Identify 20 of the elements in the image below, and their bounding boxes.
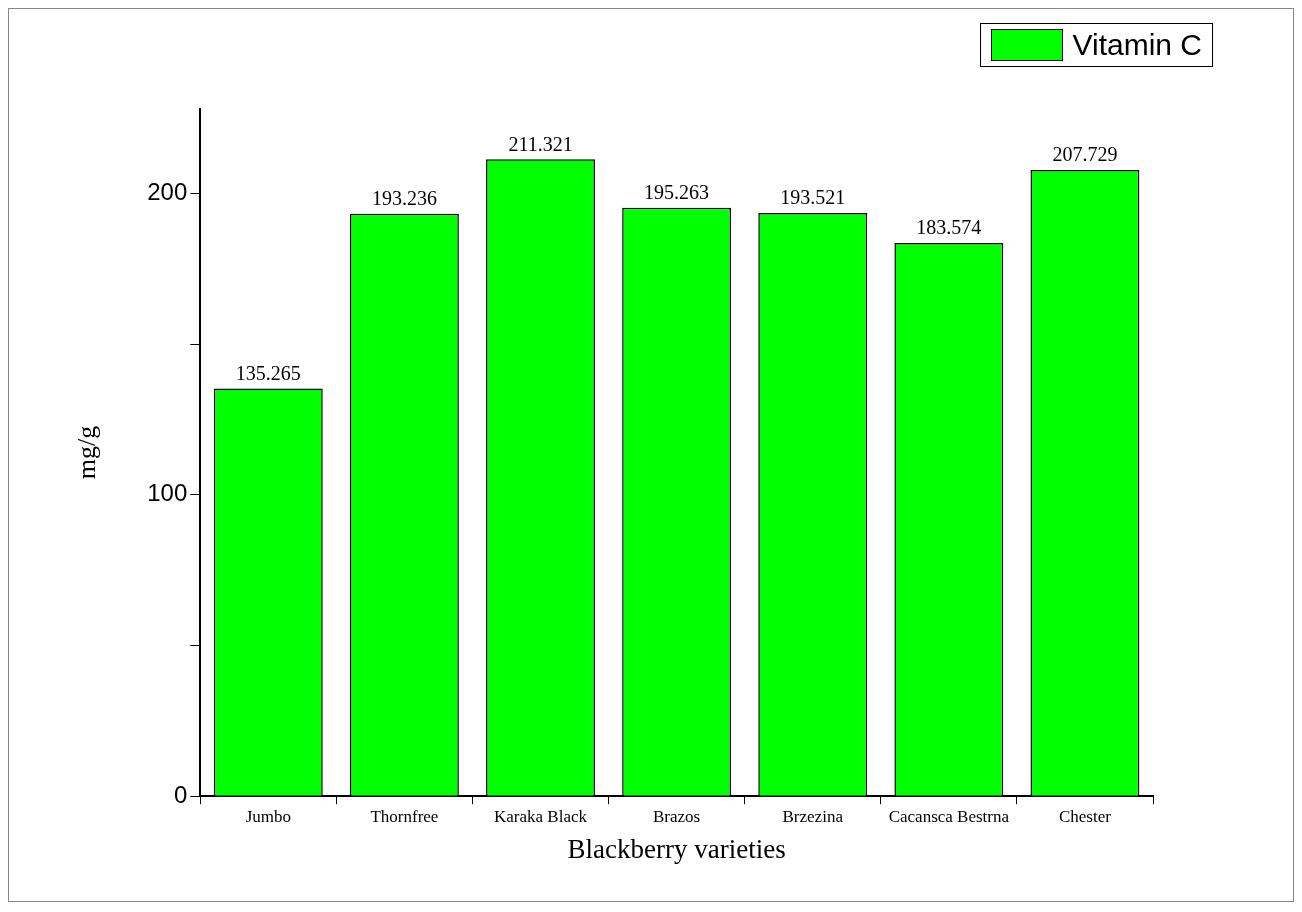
data-label: 195.263	[644, 180, 710, 203]
y-tick-label: 200	[147, 178, 188, 206]
x-axis-title: Blackberry varieties	[567, 833, 786, 864]
x-tick-label: Brzezina	[782, 806, 844, 826]
data-label: 207.729	[1052, 143, 1118, 166]
x-tick-label: Jumbo	[245, 806, 291, 826]
data-label: 211.321	[508, 132, 573, 155]
y-tick-label: 0	[173, 780, 188, 808]
x-tick-label: Chester	[1058, 806, 1112, 826]
data-label: 135.265	[235, 361, 301, 384]
x-tick-label: Thornfree	[370, 806, 439, 826]
x-tick-label: Karaka Black	[494, 806, 588, 826]
y-axis-title: mg/g	[72, 425, 102, 480]
x-tick-label: Brazos	[653, 806, 701, 826]
x-tick-label: Cacansca Bestrna	[888, 806, 1010, 826]
y-tick-label: 100	[147, 479, 188, 507]
data-label: 183.574	[916, 216, 982, 239]
data-label: 193.521	[780, 186, 846, 209]
data-label: 193.236	[371, 187, 437, 210]
text: Vitamin C	[1072, 28, 1202, 62]
